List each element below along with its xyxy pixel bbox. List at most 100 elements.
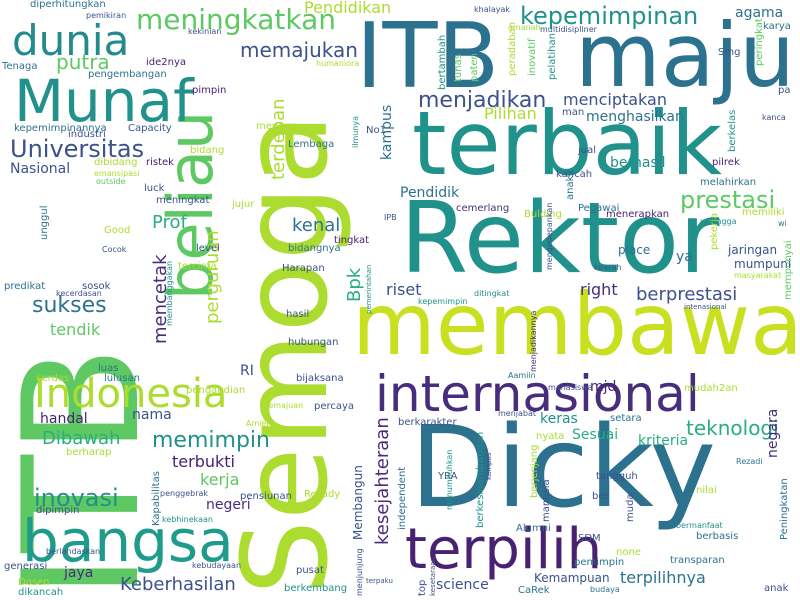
word: wi bbox=[778, 219, 787, 228]
word: menciptakan bbox=[563, 90, 667, 109]
word: terpilih bbox=[405, 517, 603, 582]
word: Cocok bbox=[102, 245, 127, 254]
word: terdepan bbox=[268, 98, 289, 180]
word: nilai bbox=[696, 485, 717, 496]
word: generasi bbox=[4, 561, 48, 572]
word: pekerja bbox=[709, 212, 720, 250]
word: bijaksana bbox=[296, 373, 344, 384]
word: lulusan bbox=[104, 373, 140, 384]
word: setara bbox=[610, 413, 642, 424]
word: nama bbox=[132, 407, 172, 423]
word: manusia bbox=[541, 479, 552, 522]
word: none bbox=[616, 547, 641, 558]
word: ditingkat bbox=[474, 289, 510, 298]
word: Peningkatan bbox=[779, 478, 790, 540]
word: percaya bbox=[314, 401, 355, 412]
word: RI bbox=[240, 363, 254, 379]
word: hasil bbox=[286, 309, 310, 320]
word: mengedepankan bbox=[545, 202, 554, 270]
word: memiliki bbox=[742, 207, 785, 218]
word: kepemimpinan bbox=[520, 2, 699, 30]
word: outside bbox=[96, 177, 126, 186]
word: kesejahteraan bbox=[372, 417, 393, 545]
word: IPB bbox=[384, 213, 397, 222]
word: kepemimpinannya bbox=[14, 123, 107, 134]
word: berprestasi bbox=[636, 284, 738, 305]
word: teknologi bbox=[686, 416, 779, 440]
word: transparan bbox=[670, 555, 725, 566]
word: terbukti bbox=[172, 452, 235, 471]
word: menang bbox=[256, 121, 298, 132]
word: tunas bbox=[453, 54, 464, 82]
word: bidangnya bbox=[288, 243, 341, 254]
word: cemerlang bbox=[456, 203, 510, 214]
word: masyarakat bbox=[734, 271, 782, 280]
word: sosok bbox=[82, 281, 111, 292]
word: Universitas bbox=[10, 135, 145, 163]
word: kekinian bbox=[188, 27, 222, 36]
word: sehingga bbox=[700, 217, 737, 226]
word: ristek bbox=[146, 157, 174, 168]
word: pensiunan bbox=[240, 491, 292, 502]
word: budaya bbox=[590, 585, 620, 594]
word: mumpuni bbox=[734, 257, 792, 271]
word: industri bbox=[68, 129, 106, 140]
word: Indonesia bbox=[34, 371, 228, 417]
word: tangguh bbox=[596, 471, 638, 482]
word: mahasiswa bbox=[548, 383, 593, 392]
word: memajukan bbox=[240, 38, 358, 62]
word: khalayak bbox=[474, 5, 510, 14]
word: Bulding bbox=[524, 209, 562, 220]
word: pengabdian bbox=[186, 385, 246, 396]
word: Sesuai bbox=[572, 427, 619, 443]
word: Aamiin bbox=[508, 371, 536, 380]
word: dipimpin bbox=[36, 505, 80, 516]
word: menerapkan bbox=[606, 209, 670, 220]
word: Alumni bbox=[516, 523, 551, 534]
word: kebudayaan bbox=[192, 561, 242, 570]
word: bermanfaat bbox=[676, 521, 723, 530]
word: Pegawai bbox=[578, 203, 620, 214]
word: SDM bbox=[578, 533, 601, 544]
word: negara bbox=[765, 408, 781, 458]
word: CaRek bbox=[518, 585, 550, 596]
word: jujur bbox=[232, 199, 255, 210]
word: place bbox=[618, 243, 651, 257]
word: memimpin bbox=[152, 428, 270, 453]
word: putra bbox=[56, 50, 110, 74]
word: handal bbox=[40, 411, 88, 427]
word: berkelas bbox=[727, 109, 738, 152]
word: pemerintahan bbox=[365, 264, 373, 314]
word: Keberhasilan bbox=[120, 574, 236, 595]
word: berbasis bbox=[696, 531, 739, 542]
word: mjd bbox=[590, 379, 617, 395]
word: right bbox=[580, 280, 618, 299]
word: luck bbox=[144, 183, 165, 194]
word: Good bbox=[104, 225, 131, 236]
word: kancah bbox=[556, 169, 593, 180]
word: berlandaskan bbox=[46, 547, 101, 556]
word: nyata bbox=[536, 431, 565, 442]
word: YRA bbox=[438, 471, 458, 482]
word: internasional bbox=[375, 365, 700, 423]
word: tendik bbox=[50, 320, 101, 339]
word: bangsa bbox=[22, 507, 234, 575]
word: kampus bbox=[485, 452, 493, 480]
word: berhasil bbox=[610, 155, 666, 171]
word: kriteria bbox=[638, 433, 689, 449]
word: pa bbox=[778, 85, 791, 96]
word: dunia bbox=[12, 16, 130, 65]
word: kebhinekaan bbox=[162, 515, 213, 524]
word: top bbox=[417, 579, 428, 596]
word: kerja bbox=[200, 470, 240, 489]
word: bidang bbox=[190, 145, 225, 156]
word: Prof bbox=[152, 212, 187, 233]
word: Dibawah bbox=[42, 428, 121, 449]
word: Kapabilitas bbox=[151, 471, 162, 526]
word: berkarakter bbox=[398, 417, 457, 428]
word: membanggakan bbox=[165, 260, 174, 326]
word: No1 bbox=[366, 125, 386, 136]
word: kenal bbox=[292, 215, 341, 236]
word: pengembangan bbox=[88, 69, 167, 80]
word: Bpk bbox=[344, 267, 365, 302]
